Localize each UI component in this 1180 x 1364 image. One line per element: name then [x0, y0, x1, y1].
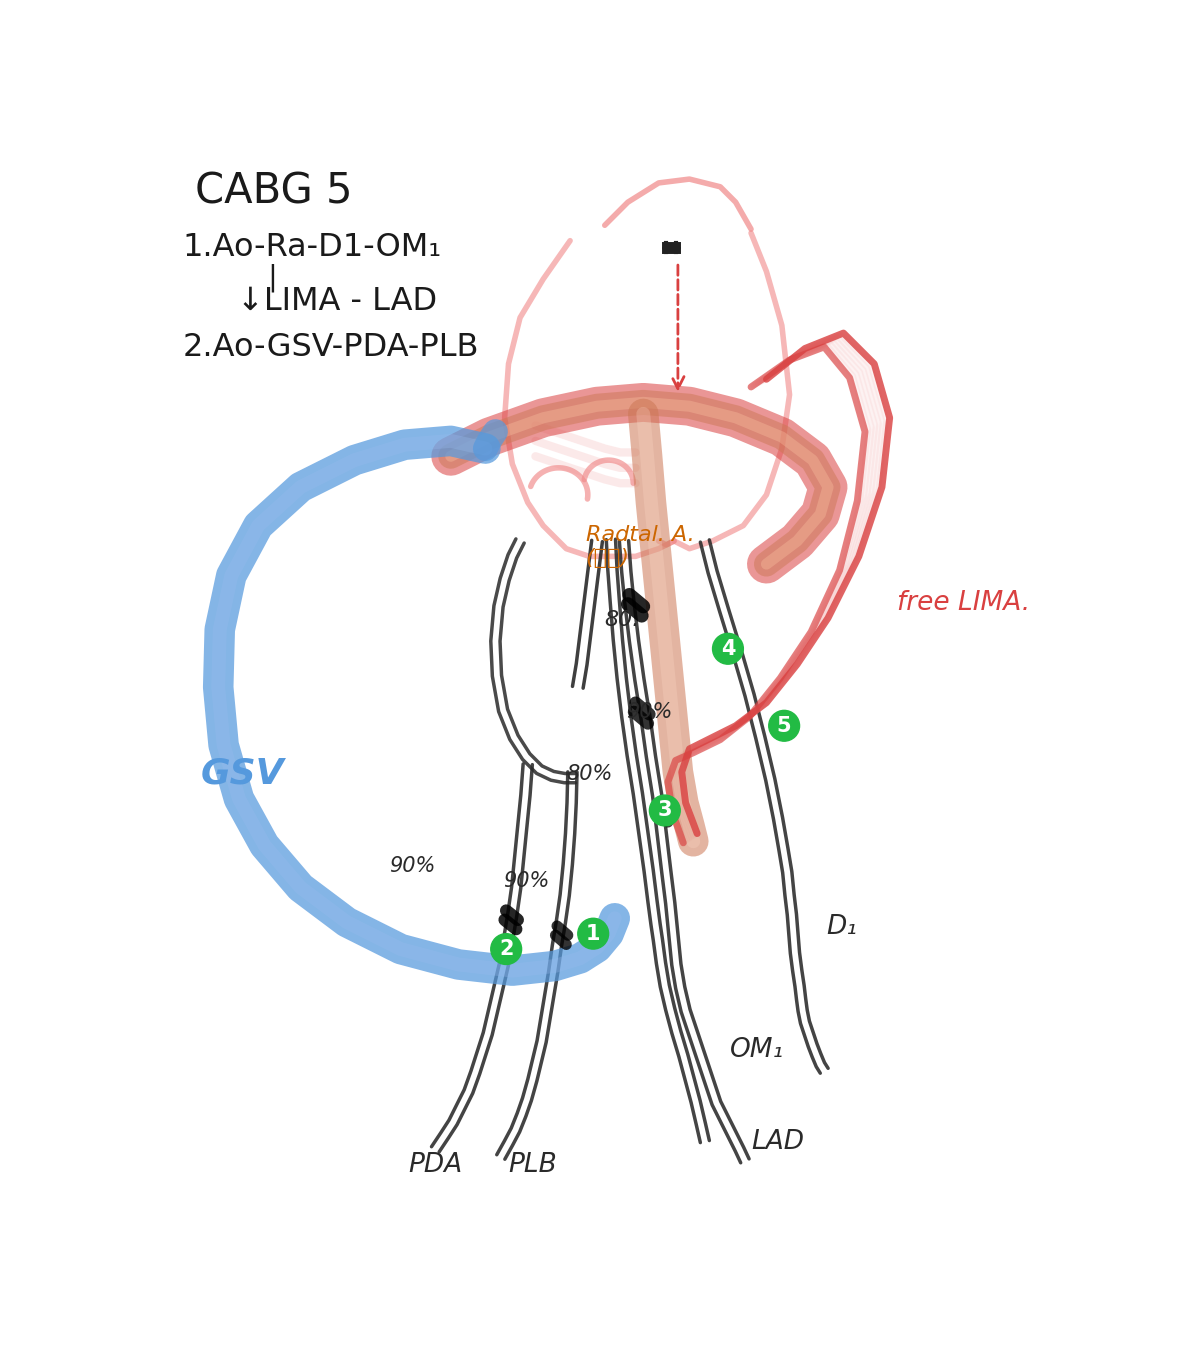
Text: GSV: GSV — [201, 757, 284, 791]
Circle shape — [768, 711, 800, 741]
Text: 1.Ao-Ra-D1-OM₁: 1.Ao-Ra-D1-OM₁ — [183, 232, 442, 263]
Text: ↓LIMA - LAD: ↓LIMA - LAD — [237, 286, 437, 316]
Text: 2: 2 — [499, 938, 513, 959]
Text: free LIMA.: free LIMA. — [897, 591, 1030, 617]
Text: 4: 4 — [721, 638, 735, 659]
Text: 3: 3 — [657, 801, 673, 821]
Text: 2.Ao-GSV-PDA-PLB: 2.Ao-GSV-PDA-PLB — [183, 333, 479, 363]
Text: Radtal. A.
(右手): Radtal. A. (右手) — [585, 525, 694, 567]
Text: |: | — [268, 263, 277, 292]
Text: D₁: D₁ — [826, 914, 858, 940]
Text: 80%: 80% — [566, 764, 612, 784]
Text: 90%: 90% — [627, 702, 673, 722]
Text: 90%: 90% — [389, 857, 435, 876]
Text: 90%: 90% — [503, 872, 550, 892]
Text: LAD: LAD — [750, 1129, 804, 1155]
Circle shape — [578, 918, 609, 949]
Text: CABG 5: CABG 5 — [195, 170, 353, 213]
Text: 5: 5 — [776, 716, 792, 735]
Circle shape — [491, 934, 522, 964]
Text: PLB: PLB — [509, 1153, 557, 1178]
Text: PDA: PDA — [408, 1153, 463, 1178]
Text: OM₁: OM₁ — [729, 1037, 784, 1063]
Text: 80.: 80. — [604, 610, 640, 630]
Circle shape — [713, 633, 743, 664]
Text: 1: 1 — [586, 923, 601, 944]
Circle shape — [649, 795, 680, 825]
